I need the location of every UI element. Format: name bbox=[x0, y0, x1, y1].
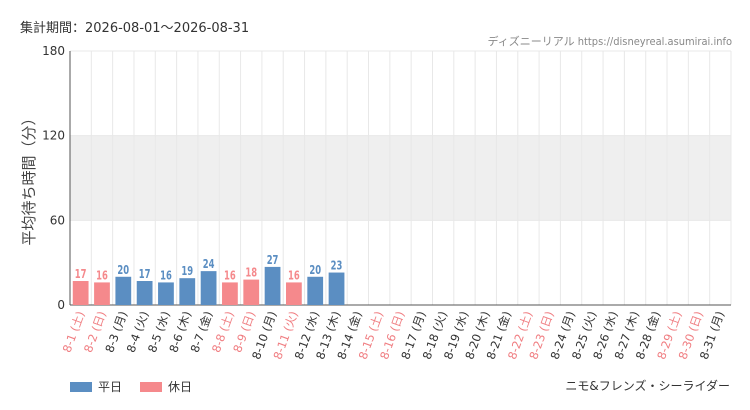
bar-holiday bbox=[94, 282, 110, 305]
chart-legend: 平日 休日 bbox=[70, 378, 210, 395]
legend-swatch-holiday bbox=[140, 381, 163, 392]
bar-weekday bbox=[158, 282, 174, 305]
period-label: 集計期間：2026-08-01～2026-08-31 bbox=[20, 21, 250, 36]
grid-band bbox=[70, 135, 731, 221]
attraction-name: ニモ&フレンズ・シーライダー bbox=[565, 379, 730, 393]
bar-value-label: 19 bbox=[181, 264, 193, 278]
y-tick-label: 0 bbox=[57, 298, 65, 312]
bar-weekday bbox=[200, 271, 217, 305]
bar-value-label: 16 bbox=[288, 268, 300, 282]
bar-weekday bbox=[264, 266, 281, 305]
bar-value-label: 20 bbox=[309, 263, 321, 277]
bar-value-label: 18 bbox=[245, 265, 257, 279]
y-tick-label: 60 bbox=[50, 213, 65, 227]
legend-label-holiday: 休日 bbox=[168, 380, 193, 394]
bar-weekday bbox=[136, 281, 153, 305]
bar-holiday bbox=[285, 282, 302, 305]
bar-holiday bbox=[243, 279, 260, 305]
legend-item-holiday: 休日 bbox=[140, 378, 192, 395]
bar-value-label: 16 bbox=[96, 268, 108, 282]
bar-weekday bbox=[115, 276, 132, 305]
y-axis-title: 平均待ち時間（分） bbox=[20, 110, 38, 245]
bar-weekday bbox=[179, 278, 196, 305]
bar-value-label: 24 bbox=[203, 257, 215, 271]
legend-item-weekday: 平日 bbox=[70, 378, 122, 395]
legend-label-weekday: 平日 bbox=[98, 380, 123, 394]
bar-holiday bbox=[72, 281, 89, 305]
bar-holiday bbox=[222, 282, 238, 305]
y-tick-label: 120 bbox=[42, 129, 65, 143]
bar-value-label: 17 bbox=[75, 267, 87, 281]
bar-value-label: 20 bbox=[117, 263, 129, 277]
source-credit: ディズニーリアル https://disneyreal.asumirai.inf… bbox=[487, 35, 732, 48]
y-tick-label: 180 bbox=[42, 44, 65, 58]
bar-value-label: 16 bbox=[224, 268, 236, 282]
bar-weekday bbox=[328, 272, 345, 305]
bar-value-label: 23 bbox=[331, 258, 343, 272]
bar-value-label: 27 bbox=[267, 253, 279, 267]
legend-swatch-weekday bbox=[70, 381, 92, 392]
bar-value-label: 17 bbox=[139, 267, 151, 281]
bar-value-label: 16 bbox=[160, 268, 172, 282]
bar-weekday bbox=[307, 276, 324, 305]
